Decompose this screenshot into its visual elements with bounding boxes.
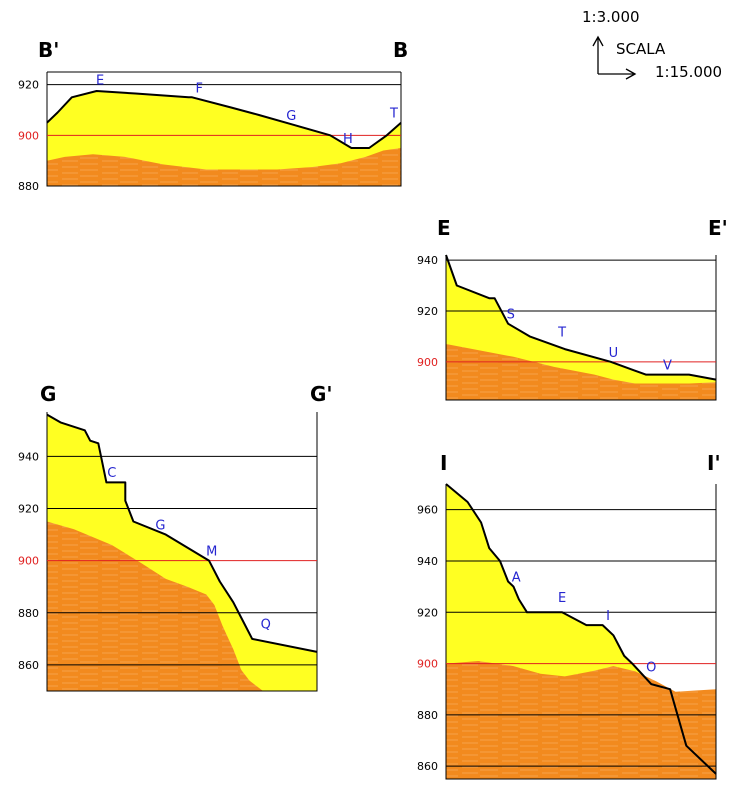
profile-point-label: E	[558, 591, 566, 606]
profile-point-label: C	[107, 466, 116, 481]
section-g-right-label: G'	[310, 382, 333, 406]
section-b-left-label: B'	[38, 38, 59, 62]
vertical-scale-label: 1:3.000	[582, 8, 640, 26]
profile-point-label: O	[646, 660, 656, 675]
elevation-tick-label: 920	[417, 305, 438, 318]
section-g-left-label: G	[40, 382, 56, 406]
elevation-tick-label: 880	[417, 709, 438, 722]
elevation-tick-label: 920	[417, 606, 438, 619]
bedrock-layer	[446, 661, 716, 779]
profile-point-label: I	[606, 609, 610, 624]
elevation-tick-label: 860	[417, 760, 438, 773]
elevation-tick-label: 900	[417, 356, 438, 369]
profile-point-label: G	[155, 518, 165, 533]
bedrock-layer	[47, 521, 317, 691]
section-i-left-label: I	[440, 451, 447, 475]
elevation-tick-label: 900	[18, 555, 39, 568]
elevation-tick-label: 880	[18, 180, 39, 193]
profile-point-label: F	[195, 81, 202, 96]
bedrock-layer	[446, 344, 716, 400]
profile-point-label: H	[343, 132, 353, 147]
section-frame	[445, 484, 717, 780]
profile-point-label: A	[512, 570, 521, 585]
section-g-g: G G' 860 880 900 920 940 C G M Q	[18, 382, 333, 692]
elevation-tick-label: 880	[18, 607, 39, 620]
section-e-left-label: E	[437, 216, 451, 240]
section-b-b: B' B 880 900 920 E F G H T	[18, 38, 408, 193]
terrain-profile-line	[445, 254, 717, 381]
profile-point-label: G	[286, 109, 296, 124]
terrain-profile-line	[46, 90, 402, 149]
terrain-profile-line	[46, 413, 318, 653]
elevation-tick-label: 940	[417, 555, 438, 568]
profile-point-label: V	[663, 358, 672, 373]
section-frame	[46, 412, 318, 692]
profile-point-label: Q	[261, 617, 271, 632]
section-i-right-label: I'	[707, 451, 721, 475]
vertical-arrow-head-icon	[592, 35, 604, 47]
scale-title: SCALA	[616, 40, 666, 58]
profile-point-label: M	[206, 544, 217, 559]
elevation-tick-label: 920	[18, 502, 39, 515]
profile-point-label: U	[609, 346, 619, 361]
horizontal-arrow-head-icon	[625, 68, 637, 80]
elevation-tick-label: 900	[18, 129, 39, 142]
section-e-right-label: E'	[708, 216, 728, 240]
terrain-profile-line	[445, 483, 717, 775]
profile-point-label: E	[96, 74, 104, 89]
scale-indicator: 1:3.000 SCALA 1:15.000	[582, 8, 722, 81]
elevation-tick-label: 860	[18, 659, 39, 672]
section-b-right-label: B	[393, 38, 408, 62]
elevation-tick-label: 940	[18, 450, 39, 463]
bedrock-layer	[47, 148, 401, 186]
section-frame	[445, 255, 717, 401]
elevation-tick-label: 900	[417, 658, 438, 671]
elevation-tick-label: 960	[417, 504, 438, 517]
profile-point-label: T	[389, 107, 398, 122]
elevation-tick-label: 940	[417, 254, 438, 267]
section-i-i: I I' 860 880 900 920 940 960 A E I O	[417, 451, 721, 780]
profile-point-label: T	[557, 325, 566, 340]
profile-point-label: S	[507, 308, 515, 323]
elevation-tick-label: 920	[18, 79, 39, 92]
section-e-e: E E' 900 920 940 S T U V	[417, 216, 728, 401]
horizontal-scale-label: 1:15.000	[655, 63, 722, 81]
